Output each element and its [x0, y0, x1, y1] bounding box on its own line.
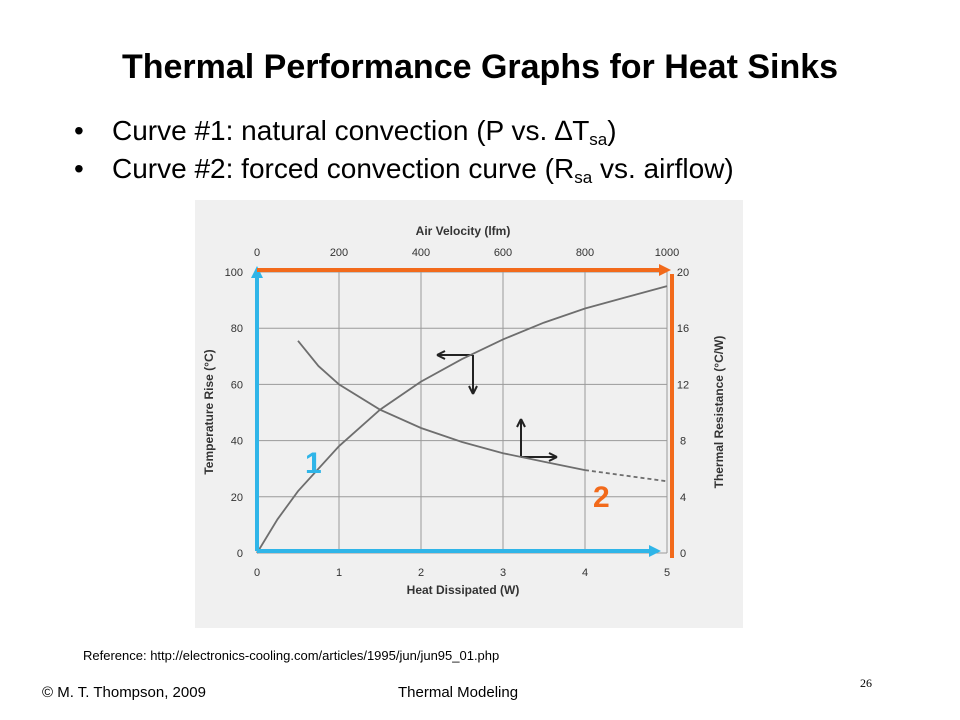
top-tick-label: 200	[330, 247, 348, 259]
left-tick-label: 0	[237, 548, 243, 560]
bottom-tick-label: 1	[336, 567, 342, 579]
reference-text: Reference: http://electronics-cooling.co…	[83, 648, 500, 663]
left-tick-label: 80	[231, 323, 243, 335]
curve-2-axis-indicator	[516, 418, 558, 462]
top-tick-label: 600	[494, 247, 512, 259]
bottom-axis-label: Heat Dissipated (W)	[407, 583, 520, 597]
annotation-arrows	[436, 350, 558, 462]
chart-container: 0 1 2 3 4 5 0 200 400 600 800 1000 0 20 40 60 80 100 0 4 8 12…	[195, 200, 743, 628]
right-axis-label: Thermal Resistance (°C/W)	[712, 336, 726, 489]
bottom-tick-label: 4	[582, 567, 588, 579]
right-tick-label: 16	[677, 323, 689, 335]
bottom-tick-label: 2	[418, 567, 424, 579]
curve-1-x-arrowhead	[649, 545, 661, 557]
top-tick-label: 0	[254, 247, 260, 259]
footer-copyright: © M. T. Thompson, 2009	[42, 684, 206, 701]
bullet-item: Curve #2: forced convection curve (Rsa v…	[74, 150, 734, 188]
bullet-subscript: sa	[589, 130, 608, 149]
right-tick-label: 12	[677, 379, 689, 391]
curve-1-label: 1	[305, 447, 322, 480]
left-tick-label: 60	[231, 379, 243, 391]
right-tick-label: 8	[680, 436, 686, 448]
curve-1-axis-indicator	[436, 350, 478, 395]
bullet-text: Curve #1: natural convection (P vs.	[112, 115, 556, 146]
bottom-tick-label: 0	[254, 567, 260, 579]
curve-2-label: 2	[593, 481, 610, 514]
heat-sink-chart: 0 1 2 3 4 50 200 400 600 800 100002040608010004812…	[195, 200, 743, 628]
footer-title: Thermal Modeling	[398, 684, 519, 701]
chart-background	[195, 200, 743, 628]
series-2-line	[297, 340, 586, 471]
chart-ticks: 0 1 2 3 4 50 200 400 600 800 100002040608010004812…	[225, 247, 689, 579]
right-tick-label: 20	[677, 267, 689, 279]
curve-2-x-arrowhead	[659, 264, 671, 276]
series-1-line	[256, 285, 668, 554]
bottom-tick-label: 3	[500, 567, 506, 579]
right-tick-label: 4	[680, 492, 686, 504]
bullet-list: Curve #1: natural convection (P vs. ∆Tsa…	[74, 112, 734, 188]
left-tick-label: 20	[231, 492, 243, 504]
top-tick-label: 800	[576, 247, 594, 259]
left-tick-label: 40	[231, 436, 243, 448]
slide-title: Thermal Performance Graphs for Heat Sink…	[121, 48, 839, 86]
bullet-subscript: sa	[574, 168, 593, 187]
top-axis-label: Air Velocity (lfm)	[416, 224, 511, 238]
top-tick-label: 400	[412, 247, 430, 259]
left-axis-label: Temperature Rise (°C)	[202, 349, 216, 474]
axis-highlights	[251, 264, 674, 558]
bullet-text-end: )	[607, 115, 617, 146]
bullet-text-end: vs. airflow)	[592, 153, 734, 184]
chart-series	[256, 285, 668, 554]
delta-symbol: ∆	[555, 115, 573, 146]
bottom-tick-label: 5	[664, 567, 670, 579]
bullet-text: Curve #2: forced convection curve (R	[112, 153, 575, 184]
top-tick-label: 1000	[655, 247, 679, 259]
right-tick-label: 0	[680, 548, 686, 560]
bullet-item: Curve #1: natural convection (P vs. ∆Tsa…	[74, 112, 734, 150]
bullet-var: T	[572, 115, 590, 146]
left-tick-label: 100	[225, 267, 243, 279]
page-number: 26	[860, 676, 872, 690]
